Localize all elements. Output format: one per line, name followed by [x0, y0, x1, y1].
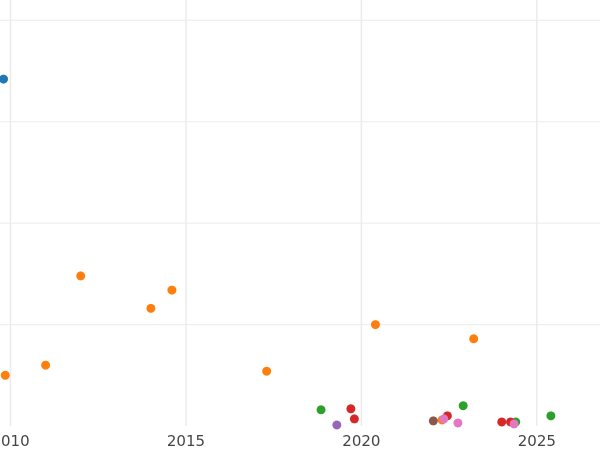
data-point-s6-1	[453, 418, 463, 428]
data-point-s1-7	[469, 334, 479, 344]
data-point-s2-3	[546, 411, 556, 421]
x-tick-label: 2025	[518, 432, 556, 450]
data-points	[0, 74, 556, 430]
data-point-s2-0	[316, 405, 326, 415]
data-point-s1-0	[0, 370, 10, 380]
data-point-s3-3	[497, 417, 507, 427]
x-tick-label: 2015	[167, 432, 205, 450]
data-point-s1-4	[167, 285, 177, 295]
data-point-s6-0	[439, 414, 449, 424]
x-axis-tick-labels: 2010 2015 2020 2025	[0, 432, 556, 450]
data-point-s6-2	[509, 419, 519, 429]
x-tick-label: 2010	[0, 432, 30, 450]
data-point-s0-0	[0, 74, 9, 84]
data-point-s1-3	[146, 303, 156, 313]
data-point-s1-6	[370, 320, 380, 330]
data-point-s3-1	[349, 414, 359, 424]
data-point-s5-0	[428, 416, 438, 426]
data-point-s4-0	[332, 420, 342, 430]
data-point-s2-1	[458, 401, 468, 411]
data-point-s1-2	[76, 271, 86, 281]
grid	[0, 0, 600, 426]
data-point-s3-0	[346, 404, 356, 414]
x-tick-label: 2020	[342, 432, 380, 450]
data-point-s1-5	[262, 366, 272, 376]
data-point-s1-1	[41, 360, 51, 370]
